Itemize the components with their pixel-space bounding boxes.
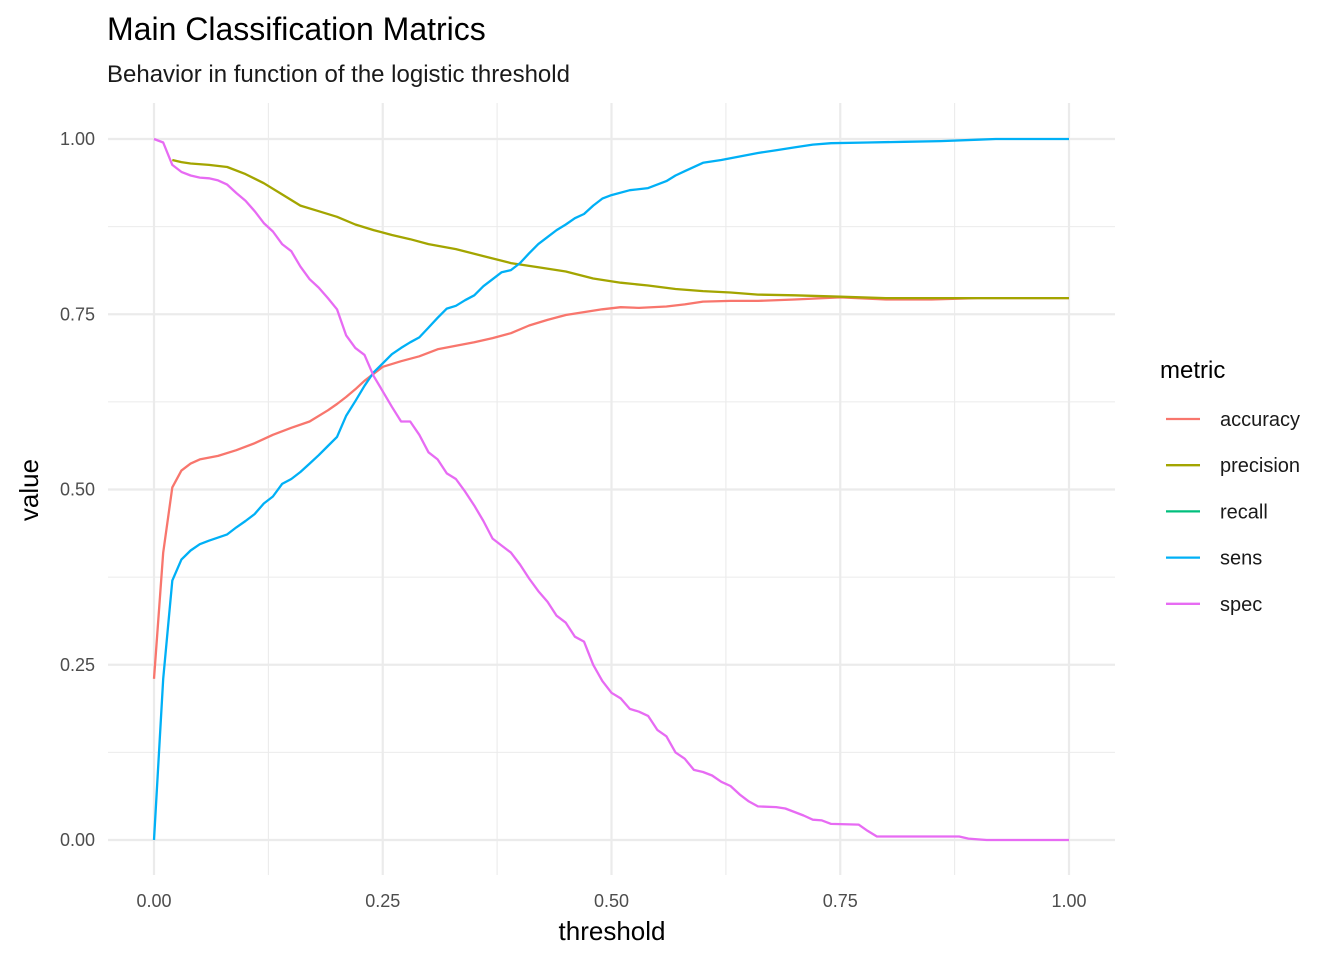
x-axis-title: threshold (559, 916, 666, 946)
series-line-precision (172, 158, 1069, 300)
series-line-spec (153, 137, 1069, 842)
legend-label-accuracy: accuracy (1220, 409, 1300, 431)
x-tick-label: 0.00 (136, 891, 171, 911)
y-tick-label: 0.50 (60, 480, 95, 500)
legend-label-recall: recall (1220, 501, 1268, 523)
legend-label-sens: sens (1220, 548, 1262, 570)
y-tick-label: 0.00 (60, 830, 95, 850)
x-tick-label: 1.00 (1051, 891, 1086, 911)
x-tick-label: 0.50 (594, 891, 629, 911)
legend-title: metric (1160, 357, 1225, 384)
y-axis-title: value (14, 459, 44, 521)
x-axis-ticks: 0.00 0.25 0.50 0.75 1.00 (136, 891, 1086, 911)
series-lines (152, 137, 1069, 842)
y-tick-label: 0.75 (60, 304, 95, 324)
grid-major (108, 103, 1115, 875)
chart-title: Main Classification Matrics (107, 11, 486, 47)
series-line-sens (152, 137, 1069, 841)
y-tick-label: 0.25 (60, 655, 95, 675)
legend-label-spec: spec (1220, 594, 1262, 616)
x-tick-label: 0.25 (365, 891, 400, 911)
chart-subtitle: Behavior in function of the logistic thr… (107, 61, 570, 88)
y-tick-label: 1.00 (60, 129, 95, 149)
y-axis-ticks: 0.00 0.25 0.50 0.75 1.00 (60, 129, 95, 850)
legend-label-precision: precision (1220, 455, 1300, 477)
legend: metric accuracy precision recall sens spec (1160, 357, 1300, 616)
series-line-accuracy (152, 296, 1069, 679)
x-tick-label: 0.75 (823, 891, 858, 911)
